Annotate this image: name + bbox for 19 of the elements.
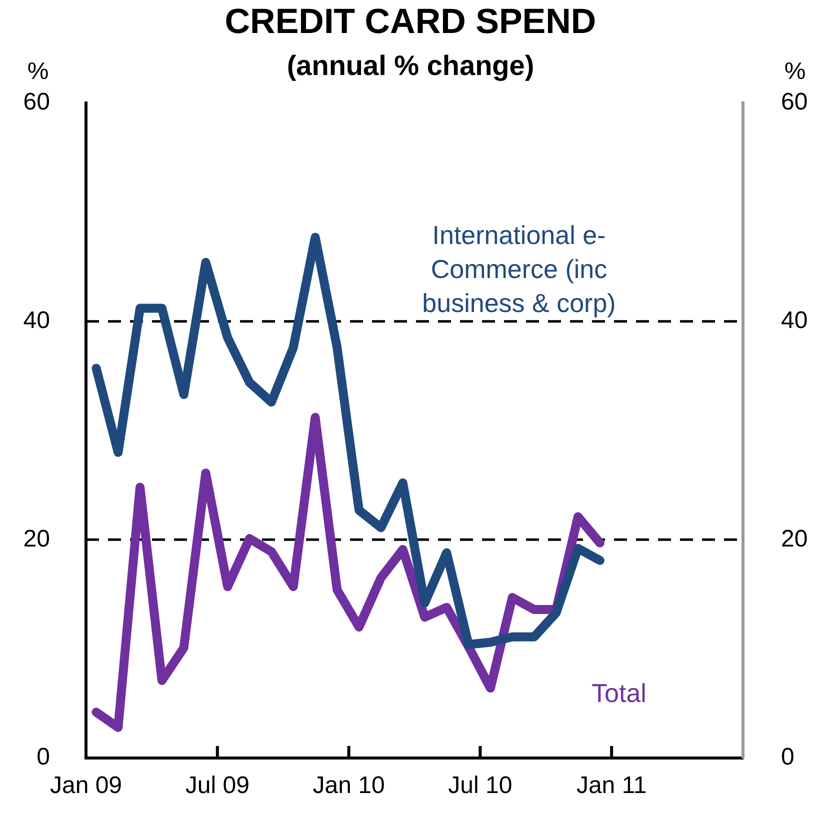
x-tick-label: Jan 11 (576, 772, 647, 800)
chart-title: CREDIT CARD SPEND (224, 2, 598, 42)
y2-tick-label: 60 (781, 88, 808, 116)
y2-tick-label: 20 (781, 525, 808, 552)
x-tick-label: Jan 10 (312, 772, 385, 800)
x-tick-label: Jul 10 (448, 772, 512, 800)
chart-subtitle: (annual % change) (286, 50, 534, 81)
x-tick-label: Jan 09 (50, 772, 122, 800)
y2-tick-label: 0 (781, 744, 794, 771)
text: Total (570, 676, 668, 710)
y2-tick-label: 40 (781, 306, 808, 334)
y-tick-label: 20 (23, 525, 50, 552)
y-tick-label: 60 (23, 88, 50, 116)
y-axis-title: % (26, 58, 50, 86)
y-tick-label: 40 (23, 306, 50, 334)
y-tick-label: 0 (36, 744, 50, 771)
text: International e-Commerce (inc business & corp) (415, 218, 623, 320)
y2-axis-title: % (783, 58, 807, 86)
x-tick-label: Jul 09 (185, 772, 250, 800)
